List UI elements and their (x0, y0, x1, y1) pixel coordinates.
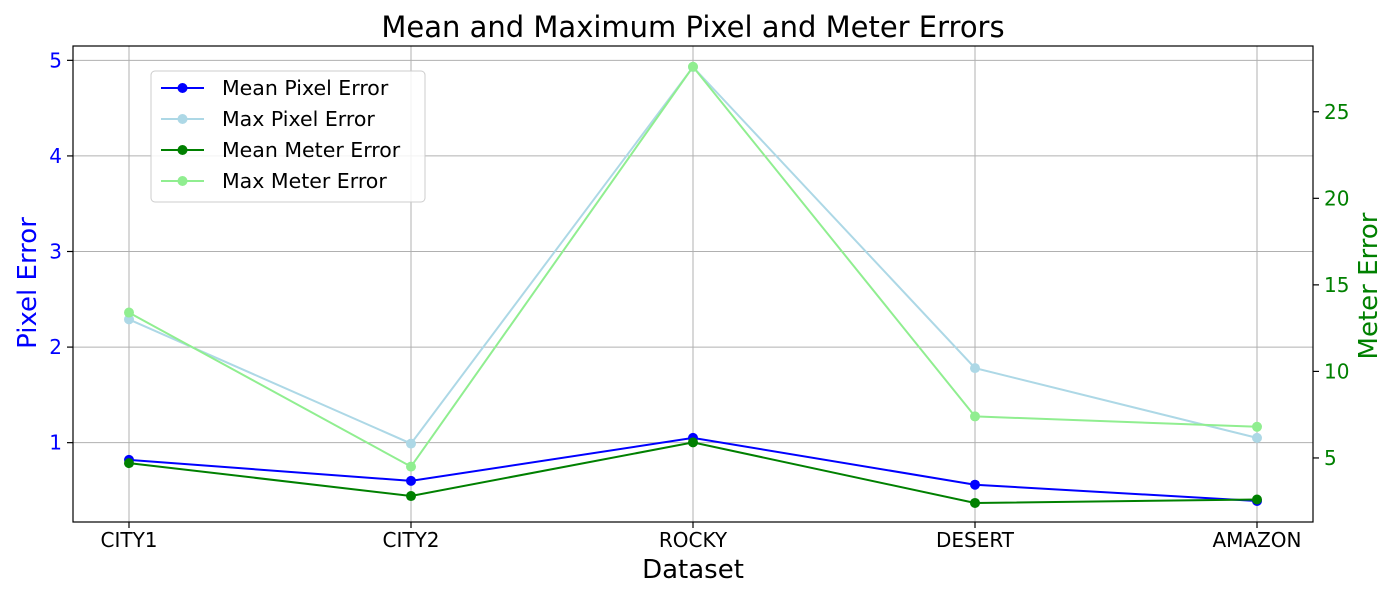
data-point (1252, 494, 1262, 505)
data-point (970, 411, 980, 422)
legend-swatch-marker (177, 176, 188, 186)
x-tick-label: CITY2 (382, 528, 439, 552)
x-tick-label: AMAZON (1212, 528, 1301, 552)
data-point (406, 461, 416, 472)
y-axis-right-title: Meter Error (1354, 212, 1384, 359)
data-point (406, 438, 416, 449)
x-tick-label: CITY1 (100, 528, 157, 552)
data-point (688, 61, 698, 72)
y-left-tick-label: 2 (49, 335, 62, 359)
data-point (970, 363, 980, 374)
legend-swatch-marker (177, 83, 188, 93)
y-right-tick-label: 20 (1324, 186, 1349, 210)
legend-label: Max Meter Error (222, 169, 387, 193)
legend-item: Max Meter Error (161, 169, 387, 193)
y-left-tick-label: 3 (49, 240, 62, 264)
y-left-tick-label: 4 (49, 144, 62, 168)
data-point (124, 458, 134, 469)
legend-item: Mean Pixel Error (161, 76, 389, 100)
legend-item: Max Pixel Error (161, 107, 375, 131)
chart-title: Mean and Maximum Pixel and Meter Errors (381, 10, 1004, 44)
x-tick-label: ROCKY (659, 528, 728, 552)
series-layer (124, 61, 1262, 508)
y-right-tick-label: 5 (1324, 446, 1337, 470)
series-mean-meter-error (124, 437, 1262, 508)
data-point (1252, 432, 1262, 443)
y-right-tick-label: 15 (1324, 273, 1349, 297)
x-tick-label: DESERT (936, 528, 1015, 552)
legend-item: Mean Meter Error (161, 138, 401, 162)
y-left-tick-label: 5 (49, 48, 62, 72)
data-point (970, 497, 980, 508)
y-axis-left-title: Pixel Error (13, 217, 43, 349)
legend-label: Mean Meter Error (222, 138, 401, 162)
x-axis-title: Dataset (642, 555, 744, 585)
legend-label: Mean Pixel Error (222, 76, 389, 100)
data-point (688, 437, 698, 448)
legend-label: Max Pixel Error (222, 107, 375, 131)
data-point (406, 491, 416, 502)
data-point (970, 479, 980, 490)
legend-swatch-marker (177, 145, 188, 155)
legend-box (150, 70, 426, 203)
data-point (406, 475, 416, 486)
y-right-tick-label: 10 (1324, 359, 1349, 383)
y-right-tick-label: 25 (1324, 100, 1349, 124)
data-point (124, 307, 134, 318)
legend: Mean Pixel Error Max Pixel Error Mean Mete… (150, 70, 426, 203)
legend-swatch-marker (177, 114, 188, 124)
axes: CITY1 CITY2 ROCKY DESERT AMAZON 1 2 3 4 5 5 10 15 20 2… (49, 48, 1349, 552)
series-max-meter-error (124, 61, 1262, 472)
y-left-tick-label: 1 (49, 431, 62, 455)
data-point (1252, 421, 1262, 432)
